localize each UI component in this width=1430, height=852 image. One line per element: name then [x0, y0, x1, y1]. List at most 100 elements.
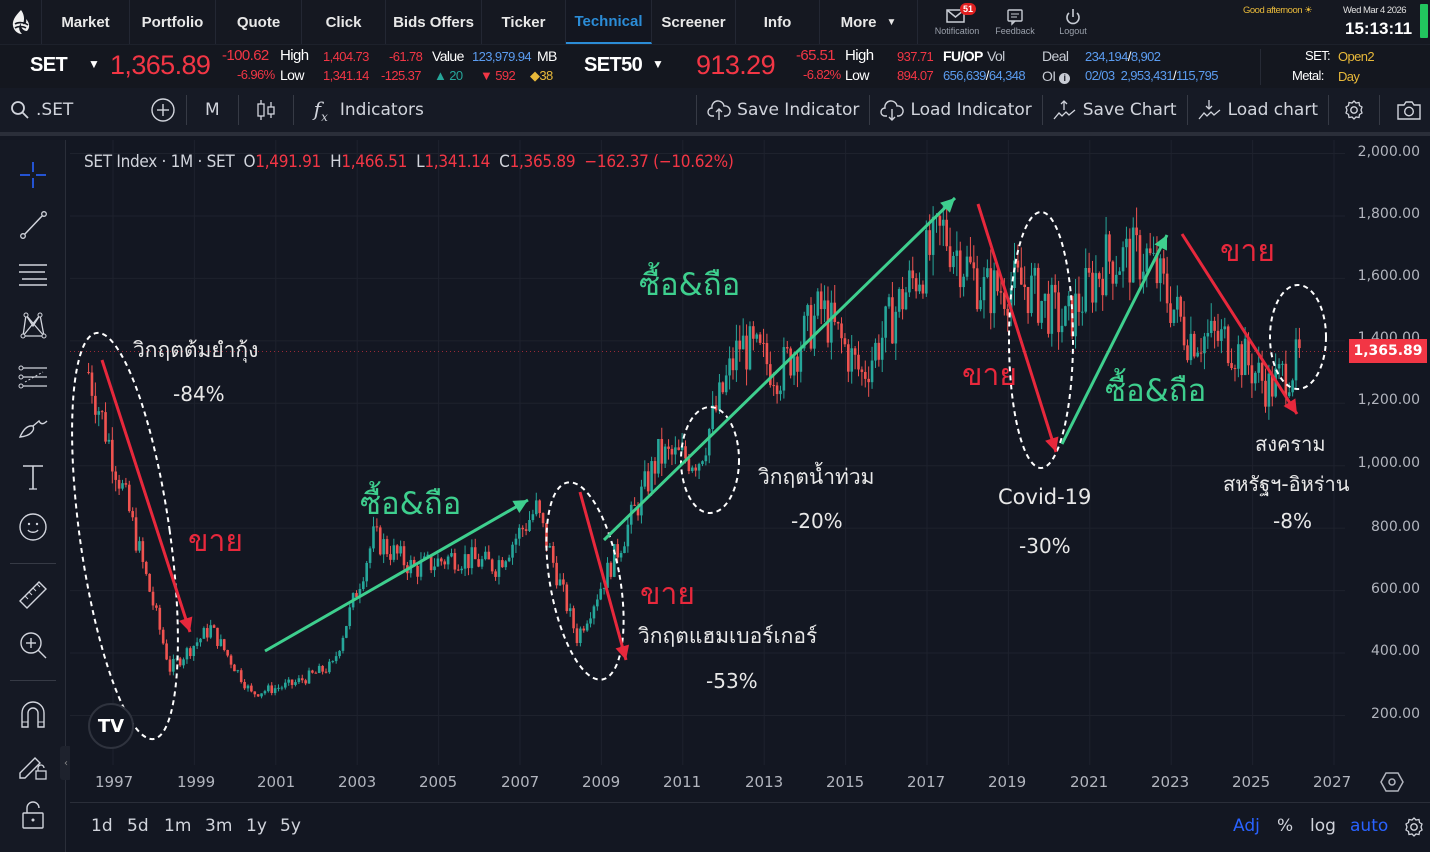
metal-session-value: Day	[1338, 69, 1360, 84]
auto-scale-toggle[interactable]: auto	[1350, 816, 1389, 836]
set-session-value: Open2	[1338, 49, 1375, 64]
set50-symbol[interactable]: SET50	[584, 54, 643, 76]
brush-tool[interactable]	[14, 408, 52, 446]
measure-tool[interactable]	[14, 576, 52, 614]
tool-divider	[10, 563, 56, 564]
nav-ticker[interactable]: Ticker	[482, 0, 566, 44]
feedback-icon	[1007, 9, 1023, 26]
camera-icon	[1397, 101, 1421, 120]
load-chart-button[interactable]: Load chart	[1188, 86, 1328, 134]
market-ticker-bar: SET ▼ 1,365.89 -100.62 -6.96% High Low 1…	[0, 44, 1430, 88]
time-axis-label: 2027	[1313, 773, 1352, 791]
nav-portfolio[interactable]: Portfolio	[130, 0, 216, 44]
emoji-tool[interactable]	[14, 508, 52, 546]
connection-status-indicator	[1420, 4, 1428, 38]
annotation-sell-2: ขาย	[640, 577, 695, 612]
crosshair-icon	[20, 162, 46, 188]
magnet-icon	[21, 701, 45, 728]
zoom-in-tool[interactable]	[14, 626, 52, 664]
indicators-button[interactable]: fx Indicators	[294, 86, 436, 134]
save-chart-button[interactable]: Save Chart	[1043, 86, 1187, 134]
toolbar-divider	[1186, 95, 1188, 125]
nav-screener[interactable]: Screener	[652, 0, 736, 44]
chart-properties-button[interactable]	[1380, 771, 1404, 797]
interval-button[interactable]: M	[205, 100, 220, 120]
scale-settings-button[interactable]	[1403, 816, 1425, 842]
percent-toggle[interactable]: %	[1277, 816, 1294, 836]
collapse-toolbar-button[interactable]: ‹	[60, 746, 72, 780]
nav-more[interactable]: More ▼	[820, 0, 918, 44]
feedback-button[interactable]: Feedback	[986, 0, 1044, 44]
down-triangle-icon: ▼	[480, 68, 493, 83]
price-chart-canvas[interactable]	[70, 140, 1430, 800]
set50-dropdown-icon[interactable]: ▼	[652, 57, 664, 71]
logout-label: Logout	[1059, 26, 1087, 36]
range-1d[interactable]: 1d	[91, 816, 113, 836]
annotation-buy-hold-2: ซื้อ&ถือ	[639, 267, 741, 303]
range-1m[interactable]: 1m	[164, 816, 192, 836]
info-icon[interactable]: i	[1058, 73, 1070, 84]
annotation-tomyumkung-crisis: วิกฤตต้มยำกุ้ง	[133, 338, 259, 362]
lock-all-tool[interactable]	[14, 796, 52, 834]
candlestick-icon	[257, 100, 275, 120]
save-indicator-button[interactable]: Save Indicator	[697, 86, 869, 134]
legend-title: SET Index · 1M · SET	[84, 152, 235, 172]
time-axis-label: 2005	[419, 773, 458, 791]
load-indicator-button[interactable]: Load Indicator	[870, 86, 1041, 134]
time-axis-label: 2025	[1232, 773, 1271, 791]
trend-line-tool[interactable]	[14, 206, 52, 244]
log-toggle[interactable]: log	[1310, 816, 1336, 836]
tradingview-logo[interactable]: 𝗧𝗩	[88, 703, 134, 749]
chart-settings-button[interactable]	[1329, 86, 1379, 134]
annotation-covid: Covid-19	[998, 485, 1092, 509]
range-5y[interactable]: 5y	[280, 816, 301, 836]
range-5d[interactable]: 5d	[127, 816, 149, 836]
chart-type-button[interactable]	[239, 86, 293, 134]
pattern-tool[interactable]	[14, 306, 52, 344]
text-icon	[23, 465, 43, 490]
price-axis-label: 400.00	[1371, 643, 1420, 659]
time-axis-label: 2013	[745, 773, 784, 791]
save-chart-label: Save Chart	[1082, 100, 1177, 120]
set-symbol[interactable]: SET	[30, 54, 68, 76]
chart-area[interactable]	[70, 140, 1430, 800]
crosshair-tool[interactable]	[14, 156, 52, 194]
fuop-label: FU/OP	[943, 48, 983, 64]
set-dropdown-icon[interactable]: ▼	[88, 57, 100, 71]
nav-info[interactable]: Info	[736, 0, 820, 44]
cloud-upload-icon	[707, 100, 731, 120]
magnet-tool[interactable]	[14, 696, 52, 734]
tv-logo-icon: 𝗧𝗩	[97, 715, 125, 737]
range-1y[interactable]: 1y	[246, 816, 267, 836]
nav-market[interactable]: Market	[42, 0, 130, 44]
lock-drawings-tool[interactable]	[14, 746, 52, 784]
nav-technical[interactable]: Technical	[566, 0, 652, 44]
time-axis-label: 1999	[177, 773, 216, 791]
compare-button[interactable]	[140, 86, 186, 134]
app-logo[interactable]	[0, 0, 42, 44]
save-indicator-label: Save Indicator	[737, 100, 860, 120]
set-low: 1,341.14	[323, 68, 369, 83]
range-3m[interactable]: 3m	[205, 816, 233, 836]
drawing-toolbar	[0, 140, 66, 852]
nav-bids-offers[interactable]: Bids Offers	[386, 0, 482, 44]
text-tool[interactable]	[14, 458, 52, 496]
set50-price: 913.29	[696, 50, 776, 80]
set-session-label: SET:	[1305, 48, 1331, 63]
horizontal-lines-tool[interactable]	[14, 256, 52, 294]
screenshot-button[interactable]	[1380, 86, 1430, 134]
adjusted-toggle[interactable]: Adj	[1233, 816, 1260, 836]
notification-button[interactable]: 51 Notification	[928, 0, 986, 44]
logout-button[interactable]: Logout	[1044, 0, 1102, 44]
price-axis-label: 1,600.00	[1357, 268, 1420, 284]
hexagon-eye-icon	[1380, 772, 1404, 792]
nav-click[interactable]: Click	[302, 0, 386, 44]
fibonacci-tool[interactable]	[14, 358, 52, 396]
time-axis-label: 2023	[1151, 773, 1190, 791]
symbol-search[interactable]: .SET	[0, 86, 140, 134]
greeting: Good afternoon ☀	[1243, 5, 1313, 16]
current-date: Wed Mar 4 2026	[1343, 5, 1407, 16]
price-axis-label: 1,200.00	[1357, 392, 1420, 408]
notification-label: Notification	[934, 26, 980, 36]
nav-quote[interactable]: Quote	[216, 0, 302, 44]
